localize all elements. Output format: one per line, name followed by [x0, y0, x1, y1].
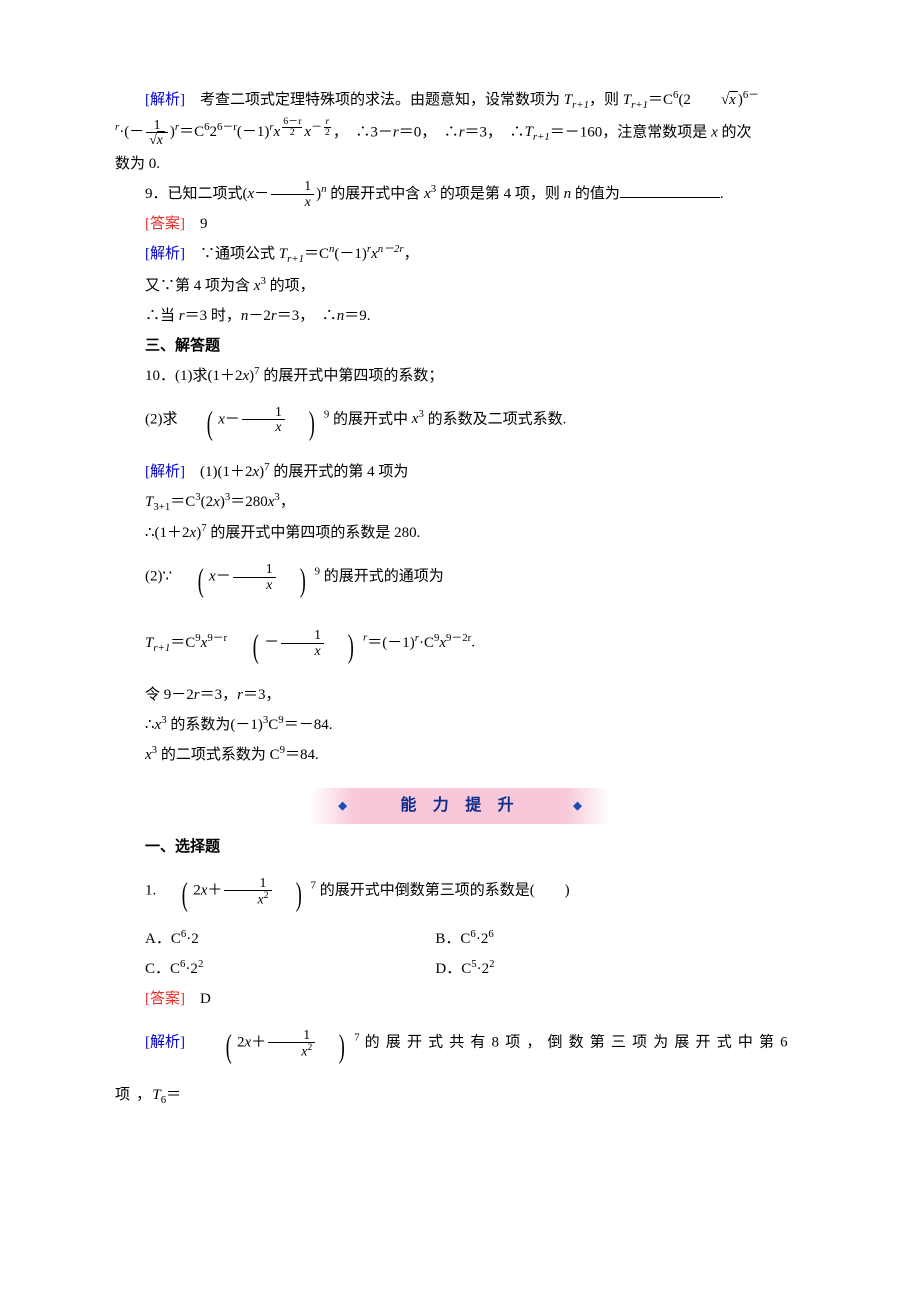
question-10-part1: 10．(1)求(1＋2x)7 的展开式中第四项的系数；: [115, 361, 805, 391]
analysis-10-line4: (2)∵x－1x9 的展开式的通项为: [115, 548, 805, 614]
answer-label: [答案]: [145, 216, 185, 232]
analysis-9-line2: 又∵第 4 项为含 x3 的项，: [115, 271, 805, 301]
section-mc-heading: 一、选择题: [115, 832, 805, 862]
option-c: C．C6·22: [145, 954, 435, 984]
analysis-9-line1: [解析] ∵通项公式 Tr+1＝Cn(－1)rxn－2r，: [115, 239, 805, 271]
analysis-10-line5: Tr+1＝C9x9－r－1xr＝(－1)r·C9x9－2r.: [115, 614, 805, 680]
answer-label: [答案]: [145, 991, 185, 1007]
analysis-8-line3: 数为 0.: [115, 149, 805, 179]
analysis-8-line2: r·(－1x)r＝C626－r(－1)rx6－r2x－r2， ∴3－r＝0， ∴…: [115, 117, 805, 149]
mc-options-row2: C．C6·22 D．C5·22: [145, 954, 805, 984]
page-container: [解析] 考查二项式定理特殊项的求法。由题意知，设常数项为 Tr+1，则 Tr+…: [0, 0, 920, 1172]
analysis-label: [解析]: [145, 246, 185, 262]
mc-analysis-1: [解析] 2x＋1x27 的 展 开 式 共 有 8 项 ， 倒 数 第 三 项…: [115, 1014, 805, 1112]
analysis-10-line2: T3+1＝C3(2x)3＝280x3，: [115, 487, 805, 519]
answer-9: [答案] 9: [115, 209, 805, 239]
mc-options-row1: A．C6·2 B．C6·26: [145, 924, 805, 954]
analysis-10-line8: x3 的二项式系数为 C9＝84.: [115, 740, 805, 770]
banner-text: 能 力 提 升: [310, 788, 609, 824]
analysis-10-line7: ∴x3 的系数为(－1)3C9＝－84.: [115, 710, 805, 740]
analysis-10-line1: [解析] (1)(1＋2x)7 的展开式的第 4 项为: [115, 457, 805, 487]
option-b: B．C6·26: [435, 924, 725, 954]
analysis-10-line3: ∴(1＋2x)7 的展开式中第四项的系数是 280.: [115, 518, 805, 548]
option-a: A．C6·2: [145, 924, 435, 954]
option-d: D．C5·22: [435, 954, 725, 984]
answer-blank: [620, 195, 720, 198]
analysis-label: [解析]: [145, 464, 185, 480]
analysis-10-line6: 令 9－2r＝3，r＝3，: [115, 680, 805, 710]
analysis-9-line3: ∴当 r＝3 时，n－2r＝3， ∴n＝9.: [115, 301, 805, 331]
analysis-8: [解析] 考查二项式定理特殊项的求法。由题意知，设常数项为 Tr+1，则 Tr+…: [115, 85, 805, 117]
question-9: 9．已知二项式(x－1x)n 的展开式中含 x3 的项是第 4 项，则 n 的值…: [115, 179, 805, 210]
analysis-label: [解析]: [145, 92, 185, 108]
section-banner: 能 力 提 升: [115, 788, 805, 824]
section-3-heading: 三、解答题: [115, 331, 805, 361]
mc-question-1: 1.2x＋1x27 的展开式中倒数第三项的系数是( ): [115, 862, 805, 928]
mc-answer-1: [答案] D: [115, 984, 805, 1014]
analysis-label: [解析]: [145, 1035, 185, 1051]
question-10-part2: (2)求 x－1x9 的展开式中 x3 的系数及二项式系数.: [115, 391, 805, 457]
